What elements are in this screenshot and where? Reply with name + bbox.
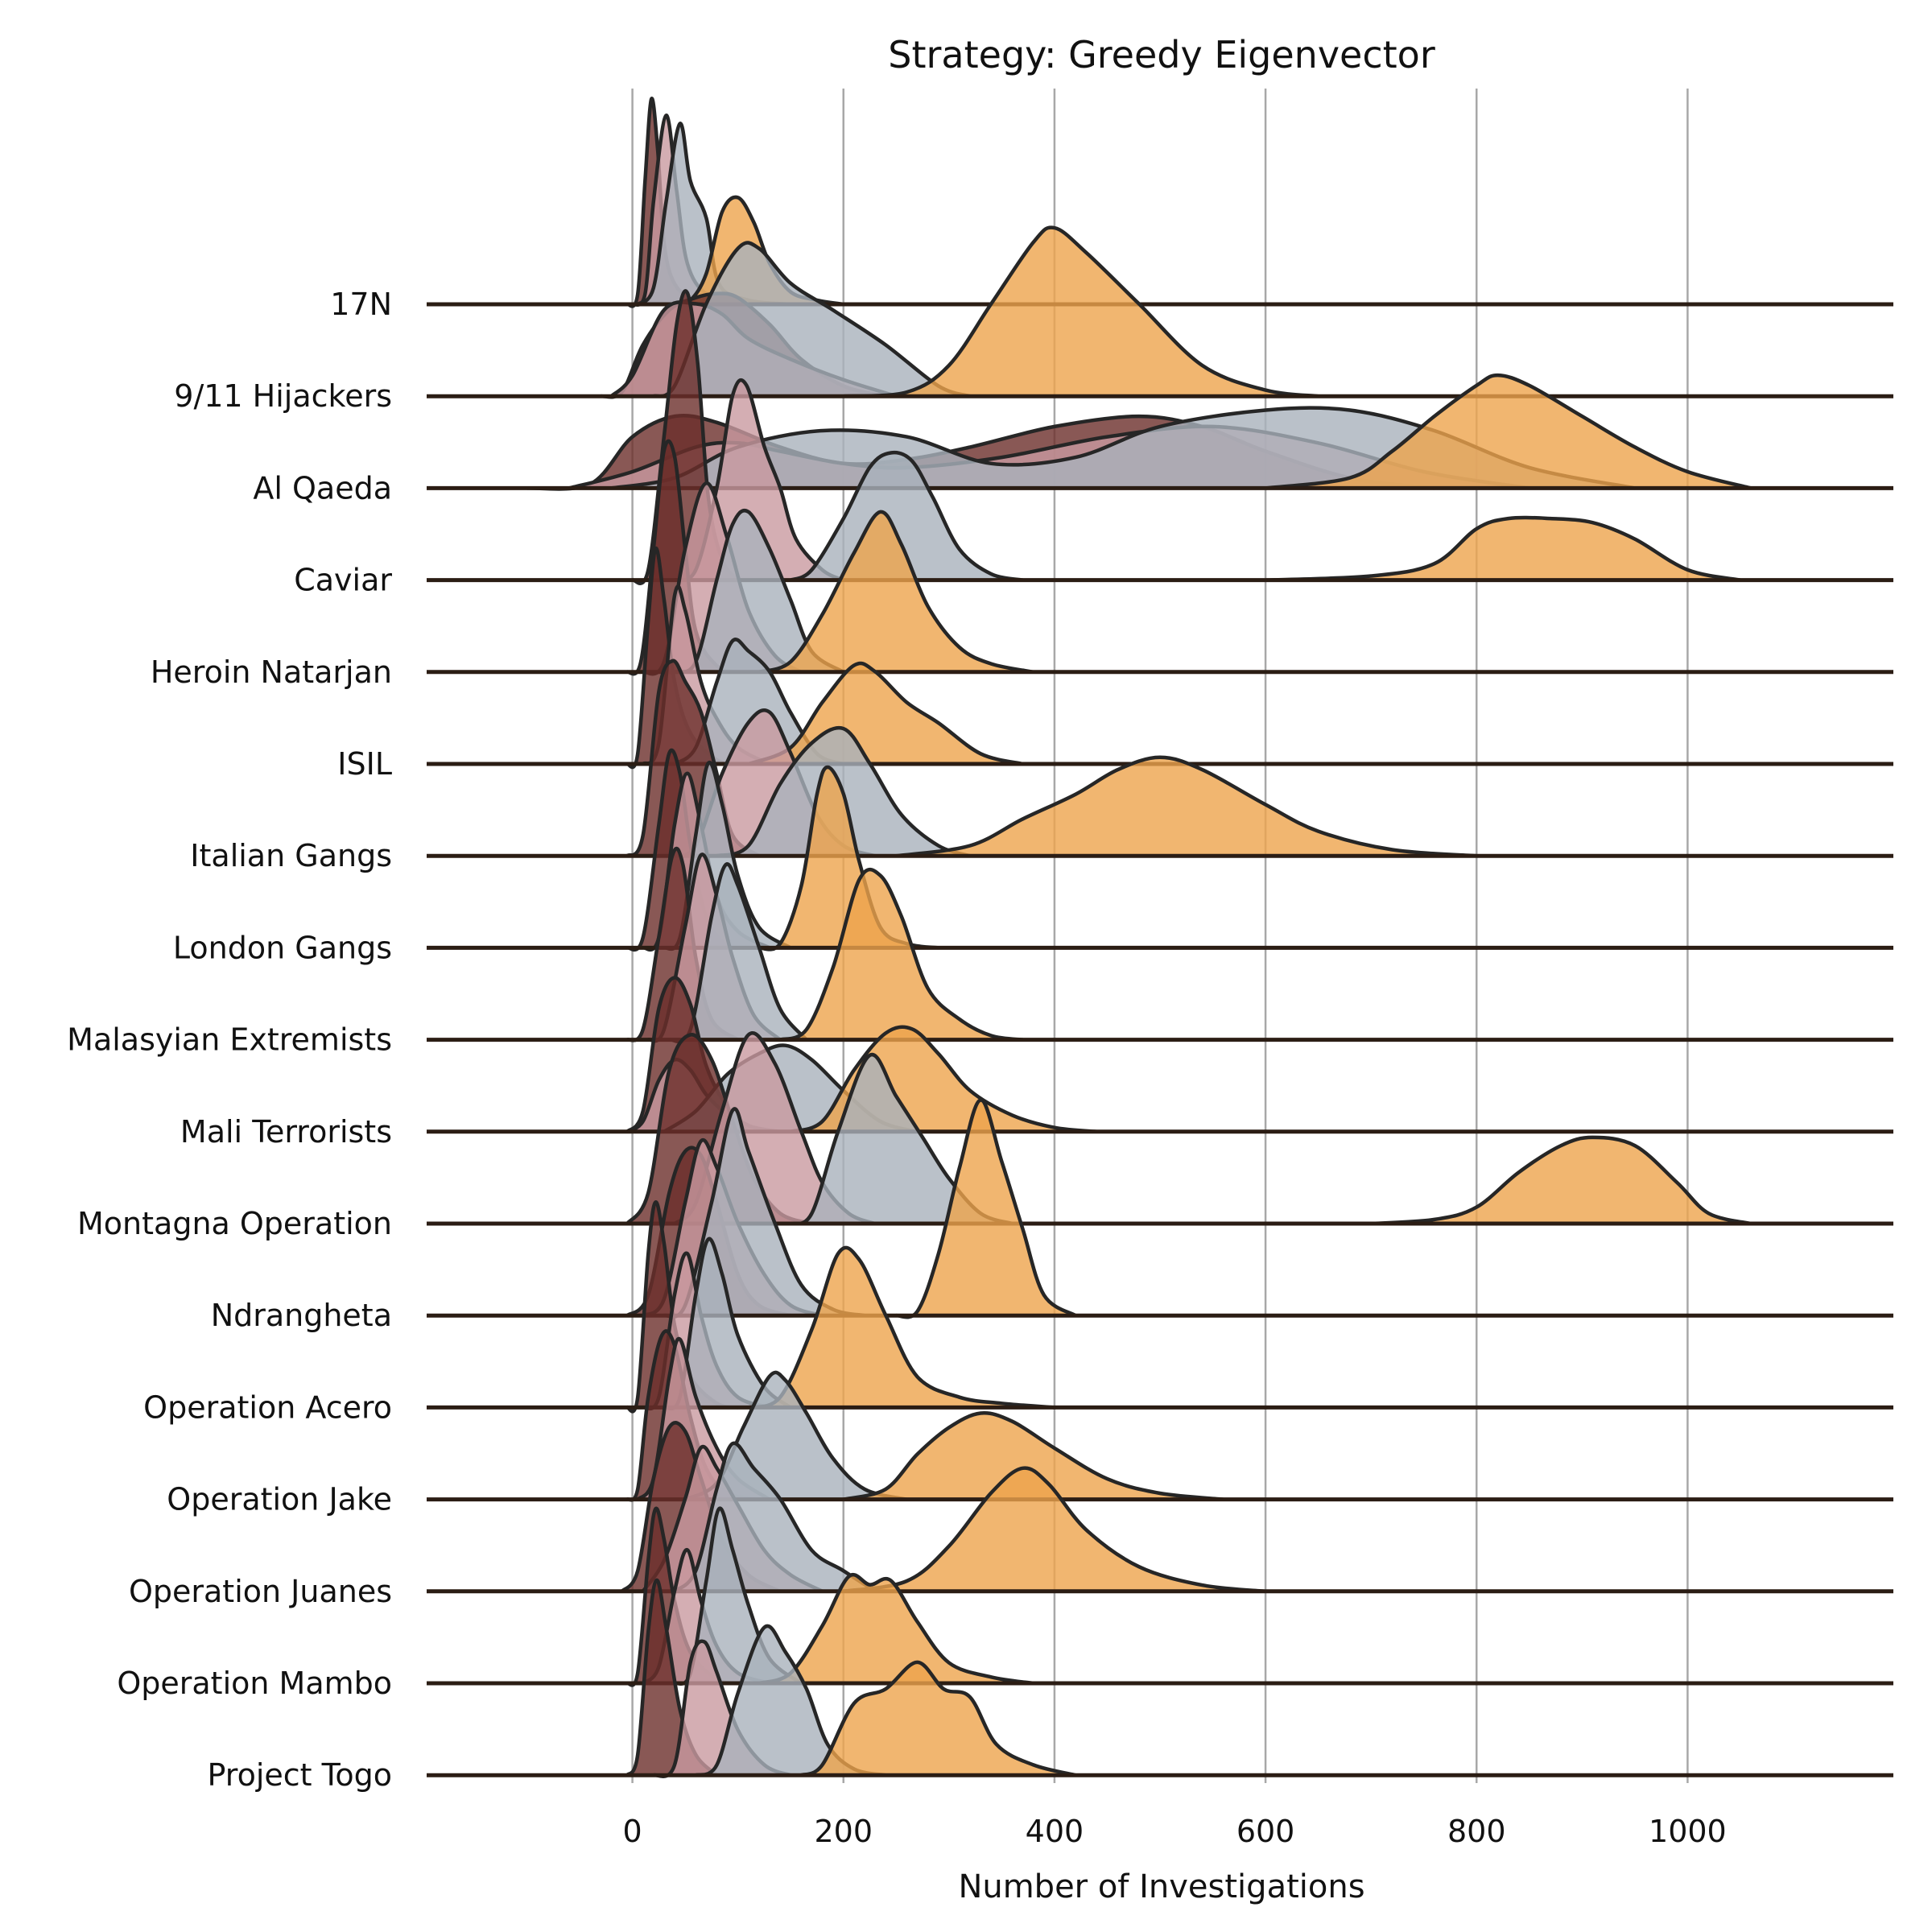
density-fill: [696, 1625, 886, 1776]
density-curve: [747, 661, 1024, 766]
ridge-row: [427, 1578, 1893, 1779]
density-fill: [1265, 375, 1751, 489]
density-fill: [1371, 1137, 1751, 1224]
ridge-row: [427, 846, 1893, 1044]
density-curve: [895, 1098, 1077, 1319]
density-fill: [653, 1641, 791, 1777]
density-curve: [748, 1245, 1055, 1410]
row-label: Malasyian Extremists: [67, 1022, 392, 1058]
x-tick-label: 800: [1447, 1814, 1506, 1849]
row-label: Ndrangheta: [211, 1298, 392, 1333]
density-fill: [675, 1508, 802, 1684]
density-curve: [843, 1411, 1224, 1501]
row-label: Heroin Natarjan: [151, 654, 392, 690]
row-label: Al Qaeda: [253, 470, 392, 506]
row-label: Montagna Operation: [77, 1206, 392, 1241]
density-fill: [638, 123, 791, 304]
density-curve: [895, 755, 1477, 858]
density-fill: [791, 1055, 1013, 1224]
ridge-row: [427, 976, 1893, 1134]
density-curve: [674, 508, 845, 675]
density-fill: [843, 1413, 1224, 1500]
density-curve: [1371, 1135, 1752, 1226]
density-fill: [758, 767, 939, 950]
density-fill: [669, 864, 807, 1042]
x-tick-label: 1000: [1649, 1814, 1727, 1849]
chart-title: Strategy: Greedy Eigenvector: [888, 33, 1435, 76]
row-label: Operation Jake: [167, 1482, 392, 1517]
density-curve: [758, 510, 1034, 675]
row-label: London Gangs: [173, 930, 392, 965]
density-fill: [791, 452, 1023, 580]
density-curve: [790, 1025, 1097, 1134]
density-curve: [1265, 373, 1752, 490]
x-tick-label: 600: [1236, 1814, 1295, 1849]
density-fill: [1265, 517, 1740, 580]
row-label: Mali Terrorists: [180, 1114, 392, 1150]
x-tick-label: 400: [1026, 1814, 1084, 1849]
ridge-row: [427, 1200, 1893, 1414]
density-fill: [653, 242, 971, 397]
row-label: Italian Gangs: [190, 838, 392, 873]
density-curve: [716, 725, 971, 858]
row-label: Operation Juanes: [129, 1574, 392, 1609]
row-label: Operation Mambo: [117, 1666, 392, 1701]
x-tick-label: 200: [814, 1814, 873, 1849]
density-curve: [790, 450, 1024, 582]
density-curve: [758, 1573, 1034, 1686]
density-fill: [748, 1247, 1055, 1408]
density-fill: [780, 869, 1023, 1040]
row-label: 17N: [330, 287, 392, 322]
density-fill: [843, 1468, 1266, 1591]
density-fill: [758, 1575, 1034, 1683]
density-curve: [843, 225, 1319, 398]
density-curve: [843, 1466, 1266, 1594]
row-label: Project Togo: [208, 1757, 392, 1793]
density-fill: [791, 1026, 1097, 1132]
density-fill: [801, 1662, 1076, 1776]
x-tick-label: 0: [623, 1814, 642, 1849]
ridge-row: [427, 97, 1893, 308]
density-curve: [1265, 515, 1741, 582]
row-label: ISIL: [337, 746, 392, 782]
density-curve: [779, 867, 1023, 1042]
row-label: Caviar: [294, 563, 392, 598]
x-axis-ticks: 0 200 400 600 800 1000: [623, 1814, 1727, 1849]
density-curve: [800, 1660, 1076, 1777]
density-fill: [642, 1550, 770, 1683]
row-label: Operation Acero: [143, 1389, 392, 1425]
density-fill: [896, 757, 1477, 857]
density-curve: [673, 1441, 877, 1593]
row-label: 9/11 Hijackers: [174, 378, 392, 414]
x-axis-label: Number of Investigations: [958, 1868, 1364, 1905]
density-fill: [843, 227, 1319, 397]
ridges: [427, 97, 1893, 1779]
density-fill: [758, 511, 1034, 672]
row-labels: 17N 9/11 Hijackers Al Qaeda Caviar Heroin Na…: [67, 287, 392, 1793]
density-fill: [663, 1238, 791, 1409]
